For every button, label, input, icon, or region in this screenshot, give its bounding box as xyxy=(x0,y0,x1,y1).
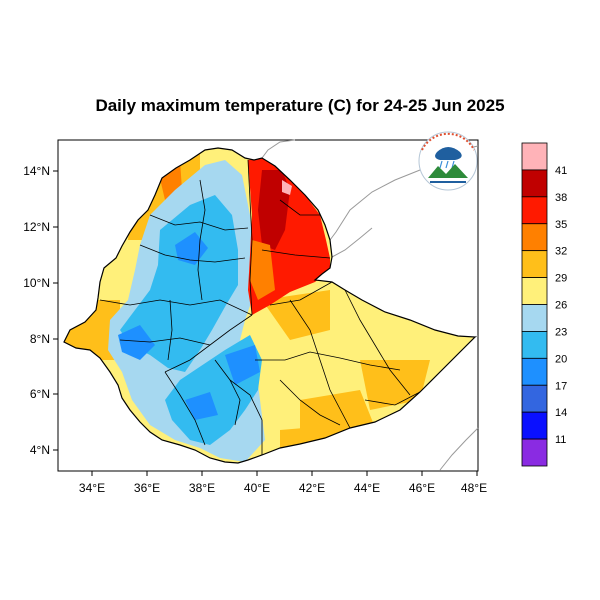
colorbar-label: 17 xyxy=(555,380,567,392)
colorbar-label: 29 xyxy=(555,273,567,285)
colorbar-swatch xyxy=(521,250,548,278)
lat-tick-label: 14°N xyxy=(23,164,50,178)
lon-tick-label: 46°E xyxy=(409,481,435,495)
lon-tick-label: 36°E xyxy=(134,481,160,495)
colorbar-swatch xyxy=(521,357,548,386)
lat-tick-label: 10°N xyxy=(23,276,50,290)
colorbar-label: 11 xyxy=(555,434,566,446)
lat-tick-label: 8°N xyxy=(30,332,50,346)
lat-tick-label: 4°N xyxy=(30,443,50,457)
colorbar-label: 26 xyxy=(555,300,567,312)
colorbar-swatch xyxy=(521,438,548,467)
lat-tick-label: 6°N xyxy=(30,387,50,401)
ethiopia-boundary xyxy=(63,147,477,464)
lon-tick-label: 38°E xyxy=(189,481,215,495)
lon-tick-label: 34°E xyxy=(79,481,105,495)
colorbar-swatch xyxy=(521,304,548,332)
colorbar-swatch xyxy=(521,331,548,359)
colorbar-swatch xyxy=(521,384,548,413)
colorbar-label: 23 xyxy=(555,326,567,338)
colorbar-swatch xyxy=(521,142,548,171)
colorbar-label: 38 xyxy=(555,192,567,204)
lon-tick-label: 44°E xyxy=(354,481,380,495)
colorbar-label: 35 xyxy=(555,219,567,231)
lon-tick-label: 40°E xyxy=(244,481,270,495)
lon-tick-label: 42°E xyxy=(299,481,325,495)
map-title: Daily maximum temperature (C) for 24-25 … xyxy=(95,96,505,115)
admin-boundaries xyxy=(99,159,421,455)
colorbar-label: 20 xyxy=(555,353,567,365)
lat-tick-label: 12°N xyxy=(23,220,50,234)
colorbar-label: 14 xyxy=(555,407,567,419)
colorbar-swatch xyxy=(521,411,548,440)
colorbar-swatch xyxy=(521,196,548,225)
lat-axis: 14°N 12°N 10°N 8°N 6°N 4°N xyxy=(23,164,58,457)
lon-tick-label: 48°E xyxy=(461,481,487,495)
colorbar-swatch xyxy=(521,169,548,198)
colorbar-swatch xyxy=(521,277,548,305)
colorbar-label: 41 xyxy=(555,165,567,177)
colorbar-swatch xyxy=(521,223,548,252)
lon-axis: 34°E 36°E 38°E 40°E 42°E 44°E 46°E 48°E xyxy=(79,471,487,495)
colorbar: 41 38 35 32 29 26 23 20 17 14 11 xyxy=(521,142,567,467)
colorbar-label: 32 xyxy=(555,246,567,258)
meteorology-agency-logo-icon xyxy=(418,131,478,191)
